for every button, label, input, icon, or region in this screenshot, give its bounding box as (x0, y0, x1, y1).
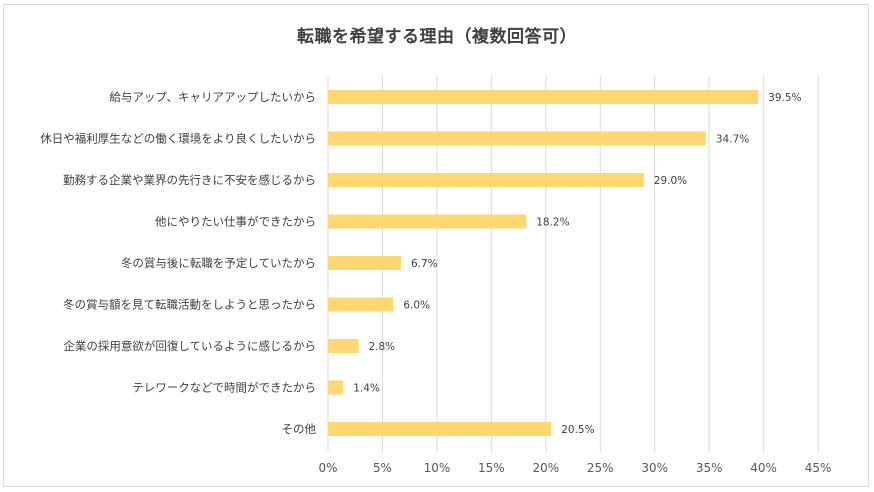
data-label: 29.0% (654, 175, 687, 187)
x-tick-label: 20% (532, 461, 559, 475)
category-label: テレワークなどで時間ができたから (132, 381, 316, 395)
category-label: 勤務する企業や業界の先行きに不安を感じるから (63, 173, 316, 187)
x-tick-label: 40% (750, 461, 777, 475)
data-label: 2.8% (368, 341, 395, 353)
category-label: 冬の賞与後に転職を予定していたから (121, 256, 316, 270)
bar (328, 297, 394, 312)
bar (328, 256, 401, 270)
category-label: 企業の採用意欲が回復しているように感じるから (63, 339, 316, 353)
x-tick-label: 5% (373, 461, 392, 475)
data-label: 20.5% (561, 424, 594, 436)
data-label: 39.5% (768, 92, 801, 104)
chart-title: 転職を希望する理由（複数回答可） (297, 27, 577, 47)
bar (328, 173, 644, 187)
x-tick-label: 30% (641, 461, 668, 475)
bar (328, 90, 759, 104)
x-tick-label: 35% (696, 461, 723, 475)
category-label: 給与アップ、キャリアアップしたいから (109, 90, 316, 104)
bar (328, 214, 527, 229)
bar (328, 339, 359, 353)
bar (328, 380, 344, 395)
data-label: 18.2% (536, 217, 569, 229)
x-tick-label: 10% (424, 461, 451, 475)
category-label: 休日や福利厚生などの働く環境をより良くしたいから (40, 132, 316, 146)
bar (328, 131, 706, 146)
x-tick-label: 15% (478, 461, 505, 475)
data-label: 34.7% (716, 134, 749, 146)
x-tick-label: 45% (805, 461, 832, 475)
x-tick-label: 0% (318, 461, 337, 475)
bar (328, 422, 552, 436)
data-label: 1.4% (353, 383, 380, 395)
data-label: 6.0% (403, 300, 430, 312)
category-label: その他 (282, 422, 317, 436)
category-label: 他にやりたい仕事ができたから (155, 215, 316, 229)
chart-frame (3, 4, 869, 487)
category-label: 冬の賞与額を見て転職活動をしようと思ったから (63, 298, 316, 312)
x-tick-label: 25% (587, 461, 614, 475)
data-label: 6.7% (411, 258, 438, 270)
